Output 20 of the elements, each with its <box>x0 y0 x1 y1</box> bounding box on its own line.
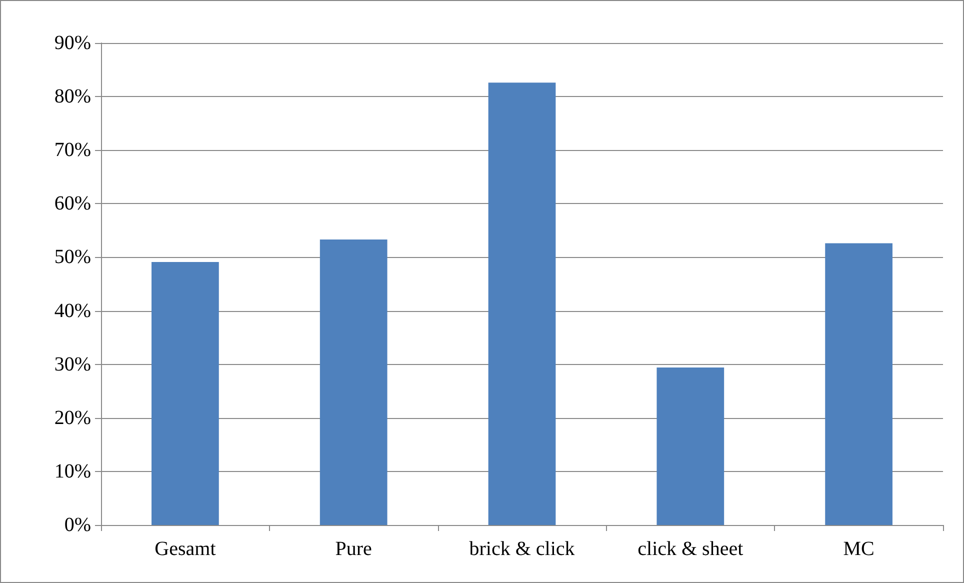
x-tick-label: Gesamt <box>154 538 216 560</box>
bar <box>656 368 724 525</box>
y-tick-label: 80% <box>54 86 91 108</box>
y-tick-label: 30% <box>54 353 91 376</box>
y-tick-label: 50% <box>54 246 91 268</box>
y-tick-label: 10% <box>54 460 91 482</box>
bar <box>320 240 388 525</box>
x-tick-label: MC <box>843 538 874 560</box>
y-tick-label: 60% <box>54 192 91 215</box>
y-tick-label: 0% <box>64 514 91 536</box>
x-tick-label: click & sheet <box>638 538 744 560</box>
x-tick-label: brick & click <box>469 538 575 560</box>
y-tick-label: 70% <box>54 139 91 162</box>
y-tick-label: 90% <box>54 32 91 54</box>
y-tick-label: 20% <box>54 406 91 429</box>
y-tick-label: 40% <box>54 300 91 322</box>
bar <box>488 82 556 525</box>
x-tick-label: Pure <box>335 538 372 560</box>
bar <box>825 243 892 525</box>
bar <box>152 262 219 525</box>
